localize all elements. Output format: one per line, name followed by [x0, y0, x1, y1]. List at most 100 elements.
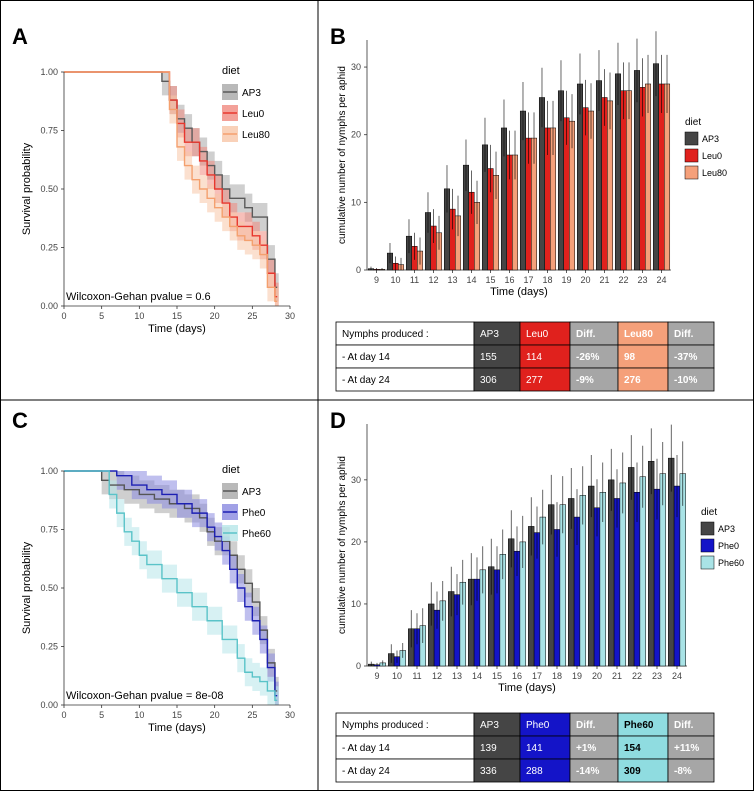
bar-x-tick-label: 13 [447, 275, 457, 285]
bar-x-tick-label: 12 [428, 275, 438, 285]
table-value-cell: -14% [576, 766, 599, 777]
bar-y-tick-label: 10 [351, 599, 361, 609]
legend-label-ap3: AP3 [702, 134, 719, 144]
table-header-cell: Diff. [674, 329, 694, 340]
bar-y-axis-title: cumulative number of nymphs per aphid [337, 66, 348, 244]
bar-y-tick-label: 30 [351, 475, 361, 485]
km-x-axis-title: Time (days) [148, 722, 206, 734]
panel-label-b: B [330, 24, 346, 49]
km-y-tick-label: 0.00 [40, 700, 58, 710]
table-header-cell: Leu0 [526, 329, 549, 340]
legend-label-phe60: Phe60 [718, 558, 744, 568]
table-value-cell: -26% [576, 352, 599, 363]
km-line-leu80 [64, 71, 278, 303]
km-y-axis-title: Survival probability [21, 541, 33, 634]
table-header-cell: AP3 [480, 720, 499, 731]
bar-x-tick-label: 11 [410, 275, 419, 285]
table-header-cell: Diff. [576, 720, 596, 731]
table-value-cell: 155 [480, 352, 497, 363]
bar-x-tick-label: 24 [672, 671, 682, 681]
table-value-cell: 98 [624, 352, 636, 363]
km-x-tick-label: 25 [247, 710, 257, 720]
km-line-leu0 [64, 71, 278, 298]
km-x-axis-title: Time (days) [148, 323, 206, 335]
legend-swatch-phe0 [700, 538, 715, 553]
km-x-tick-label: 20 [210, 311, 220, 321]
legend-title: diet [222, 464, 240, 476]
km-y-tick-label: 0.75 [40, 525, 58, 535]
bar-y-tick-label: 0 [356, 661, 361, 671]
panel-label-a: A [12, 24, 28, 49]
table-value-cell: 277 [526, 375, 543, 386]
table-value-cell: 141 [526, 743, 543, 754]
bar-x-tick-label: 24 [656, 275, 666, 285]
bar-x-tick-label: 14 [466, 275, 476, 285]
legend-swatch-leu0 [684, 148, 699, 163]
bar-x-tick-label: 18 [552, 671, 562, 681]
km-y-tick-label: 0.50 [40, 583, 58, 593]
table-value-cell: 276 [624, 375, 641, 386]
table-value-cell: -37% [674, 352, 697, 363]
legend-label-phe0: Phe0 [718, 541, 739, 551]
bar-x-axis-title: Time (days) [490, 286, 548, 298]
km-y-tick-label: 0.75 [40, 126, 58, 136]
bar-x-tick-label: 10 [392, 671, 402, 681]
legend-label-leu0: Leu0 [242, 109, 265, 120]
bar-x-tick-label: 21 [599, 275, 609, 285]
table-value-cell: -10% [674, 375, 697, 386]
table-value-cell: - At day 14 [342, 743, 390, 754]
km-line-phe60 [64, 470, 278, 702]
table-value-cell: - At day 24 [342, 375, 390, 386]
table-header-cell: Nymphs produced : [342, 720, 429, 731]
km-pvalue-annotation: Wilcoxon-Gehan pvalue = 8e-08 [66, 690, 223, 702]
legend-swatch-ap3 [684, 131, 699, 146]
bar-chart-d: 9 10 11 12 13 14 15 16 17 18 19 20 21 22 23 24 0 10 20 30 Ti… [337, 424, 744, 694]
table-value-cell: - At day 24 [342, 766, 390, 777]
bar-x-tick-label: 22 [618, 275, 628, 285]
km-y-axis-title: Survival probability [21, 142, 33, 235]
bar-x-axis-title: Time (days) [498, 682, 556, 694]
bar-x-tick-label: 13 [452, 671, 462, 681]
table-value-cell: 154 [624, 743, 641, 754]
km-chart-c: 0 5 10 15 20 25 30 0.00 0.25 0.50 0.75 1.00 Time (da… [21, 464, 295, 734]
bar-x-tick-label: 15 [492, 671, 502, 681]
table-header-cell: AP3 [480, 329, 499, 340]
bar-x-tick-label: 11 [412, 671, 421, 681]
bar-x-tick-label: 16 [504, 275, 514, 285]
km-x-tick-label: 15 [172, 710, 182, 720]
legend-title: diet [222, 65, 240, 77]
bar-x-tick-label: 17 [523, 275, 533, 285]
legend-swatch-ap3 [700, 521, 715, 536]
table-value-cell: -9% [576, 375, 594, 386]
nymph-table-d: Nymphs produced : AP3 Phe0 Diff. Phe60 Diff. -… [335, 712, 715, 783]
nymph-table-b: Nymphs produced : AP3 Leu0 Diff. Leu80 Diff. -… [335, 321, 715, 392]
table-value-cell: 114 [526, 352, 542, 363]
table-header-cell: Leu80 [624, 329, 653, 340]
panel-label-c: C [12, 408, 28, 433]
table-header-cell: Diff. [674, 720, 694, 731]
bar-x-tick-label: 12 [432, 671, 442, 681]
bar-y-tick-label: 10 [351, 197, 361, 207]
km-y-tick-label: 1.00 [40, 67, 58, 77]
km-line-phe0 [64, 470, 278, 697]
km-y-tick-label: 0.25 [40, 243, 58, 253]
km-y-tick-label: 0.00 [40, 301, 58, 311]
km-band-leu80 [64, 72, 279, 306]
km-x-tick-label: 25 [247, 311, 257, 321]
legend-swatch-phe60 [700, 555, 715, 570]
bar-x-tick-label: 15 [485, 275, 495, 285]
table-value-cell: +11% [674, 743, 699, 754]
legend-swatch-leu80 [684, 165, 699, 180]
table-cell-r2-c5 [667, 367, 715, 392]
km-x-tick-label: 20 [210, 710, 220, 720]
bar-x-tick-label: 22 [632, 671, 642, 681]
bar-x-tick-label: 9 [374, 671, 379, 681]
legend-label-ap3: AP3 [718, 524, 735, 534]
km-y-tick-label: 0.25 [40, 642, 58, 652]
legend-label-phe0: Phe0 [242, 508, 266, 519]
bar-x-tick-label: 19 [572, 671, 582, 681]
bar-y-tick-label: 20 [351, 537, 361, 547]
bar-y-tick-label: 30 [351, 62, 361, 72]
table-value-cell: 139 [480, 743, 497, 754]
